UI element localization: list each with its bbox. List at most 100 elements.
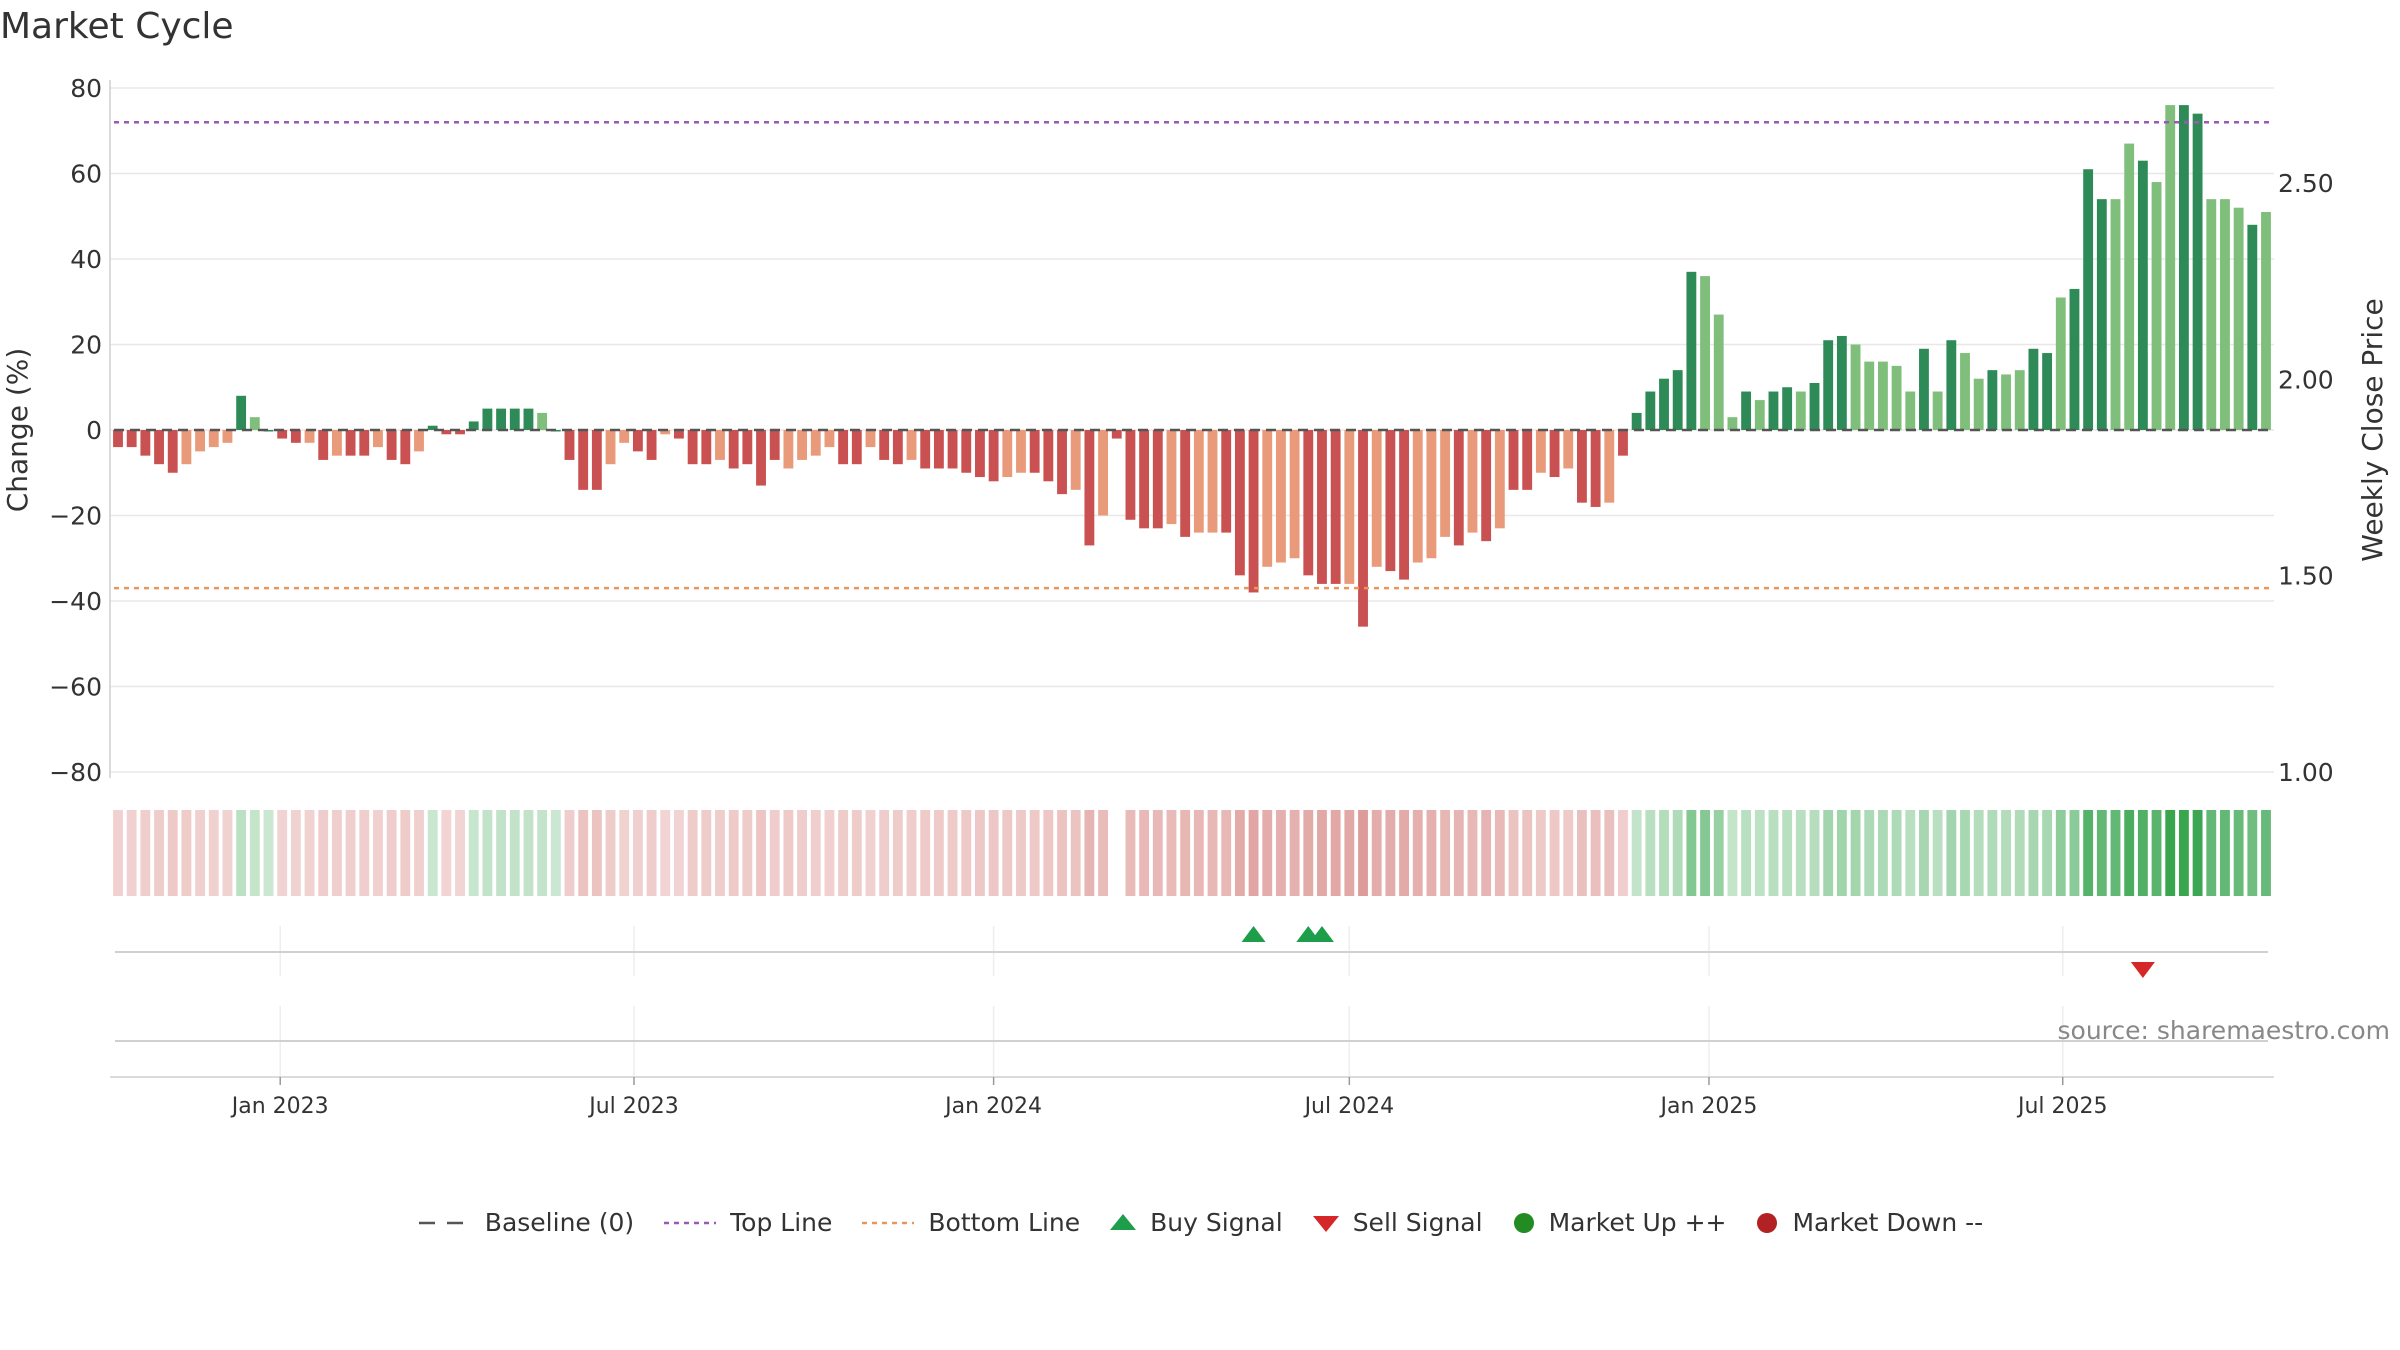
bar <box>1659 378 1669 430</box>
heat-cell <box>1152 810 1163 896</box>
bar <box>783 430 794 469</box>
bar <box>2233 207 2244 430</box>
heat-cell <box>1248 810 1259 896</box>
heat-cell <box>591 810 602 896</box>
heat-cell <box>1139 810 1150 896</box>
heat-cell <box>386 810 397 896</box>
heat-cell <box>810 810 821 896</box>
signals-panel <box>115 926 2268 1076</box>
heat-cell <box>2206 810 2217 896</box>
bar <box>2014 370 2025 430</box>
legend-sell-label: Sell Signal <box>1352 1208 1483 1237</box>
reference-lines <box>114 120 2274 590</box>
heat-cell <box>687 810 698 896</box>
heat-cell <box>1672 810 1683 896</box>
heat-cell <box>1877 810 1888 896</box>
heat-cell <box>1576 810 1587 896</box>
y-tick-label: −80 <box>49 758 102 787</box>
heat-cell <box>1385 810 1396 896</box>
heat-cell <box>1358 810 1368 896</box>
heat-cell <box>1234 810 1245 896</box>
heat-cell <box>2096 810 2107 896</box>
bar <box>646 430 657 460</box>
heat-cell <box>619 810 630 896</box>
bar <box>1289 430 1300 559</box>
bar <box>2028 348 2039 430</box>
bar <box>1399 430 1409 580</box>
y2-tick-label: 1.50 <box>2278 562 2334 591</box>
bar <box>1686 271 1697 430</box>
heat-cell <box>988 810 999 896</box>
bar <box>277 430 288 439</box>
bar <box>140 430 151 456</box>
heat-cell <box>632 810 643 896</box>
bar <box>1317 430 1327 584</box>
heat-cell <box>1221 810 1232 896</box>
heat-cell <box>1987 810 1998 896</box>
heat-cell <box>1686 810 1697 896</box>
bar <box>920 430 931 469</box>
bar <box>2110 199 2121 430</box>
bar <box>988 430 999 482</box>
heat-cell <box>2055 810 2066 896</box>
bar <box>769 430 780 460</box>
x-tick-label: Jul 2023 <box>587 1094 679 1119</box>
bar <box>810 430 821 456</box>
heat-cell <box>1768 810 1779 896</box>
x-tick-label: Jan 2025 <box>1659 1094 1758 1119</box>
heat-cell <box>975 810 985 896</box>
bar <box>1152 430 1163 529</box>
heat-cell <box>1399 810 1409 896</box>
bar <box>1125 430 1136 520</box>
bar <box>605 430 616 465</box>
legend-bottom: Bottom Line <box>860 1208 1080 1237</box>
bottom-line-legend-icon <box>862 1221 915 1224</box>
heat-cell <box>331 810 342 896</box>
heat-cell <box>742 810 753 896</box>
heat-cell <box>509 810 520 896</box>
heat-cell <box>728 810 739 896</box>
heat-cell <box>1618 810 1628 896</box>
y-tick-label: 40 <box>70 245 102 274</box>
legend-top-label: Top Line <box>730 1208 833 1237</box>
bar <box>1973 378 1984 430</box>
heat-cell <box>1713 810 1724 896</box>
legend: Baseline (0) Top Line Bottom Line Buy Si… <box>0 1208 2400 1237</box>
legend-down-label: Market Down -- <box>1792 1208 1984 1237</box>
axes: 80 60 40 20 0 −20 −40 −60 −80 2.50 2.00 1.50 1.00 <box>49 74 2333 787</box>
bar <box>1590 430 1601 507</box>
x-axis: Jan 2023 Jul 2023 Jan 2024 Jul 2024 Jan 2025… <box>110 1076 2274 1119</box>
heat-cell <box>824 810 835 896</box>
heat-cell <box>1741 810 1752 896</box>
market-up-dot-icon <box>1513 1212 1534 1233</box>
heat-cell <box>1809 810 1820 896</box>
bar <box>838 430 849 465</box>
heat-cell <box>1700 810 1710 896</box>
heat-cell <box>537 810 548 896</box>
bar <box>1864 361 1875 430</box>
heat-cell <box>2220 810 2230 896</box>
heat-cell <box>1344 810 1355 896</box>
bar <box>304 430 315 443</box>
heat-cell <box>1508 810 1519 896</box>
bar <box>1440 430 1451 537</box>
bar <box>1084 430 1095 546</box>
market-down-dot-icon <box>1757 1212 1778 1233</box>
heat-cell <box>1289 810 1300 896</box>
heat-cell <box>769 810 780 896</box>
heat-cell <box>715 810 725 896</box>
bar <box>591 430 602 490</box>
heat-cell <box>195 810 206 896</box>
bar <box>1111 430 1122 439</box>
bar <box>1139 430 1150 529</box>
heat-cell <box>1754 810 1765 896</box>
gridlines <box>110 87 2274 773</box>
bar <box>2261 211 2271 430</box>
heat-cell <box>1645 810 1656 896</box>
heat-cell <box>1891 810 1902 896</box>
heat-cell <box>1850 810 1861 896</box>
heat-cell <box>1070 810 1081 896</box>
bar <box>496 408 507 430</box>
heat-cell <box>263 810 274 896</box>
bar <box>1809 382 1820 430</box>
